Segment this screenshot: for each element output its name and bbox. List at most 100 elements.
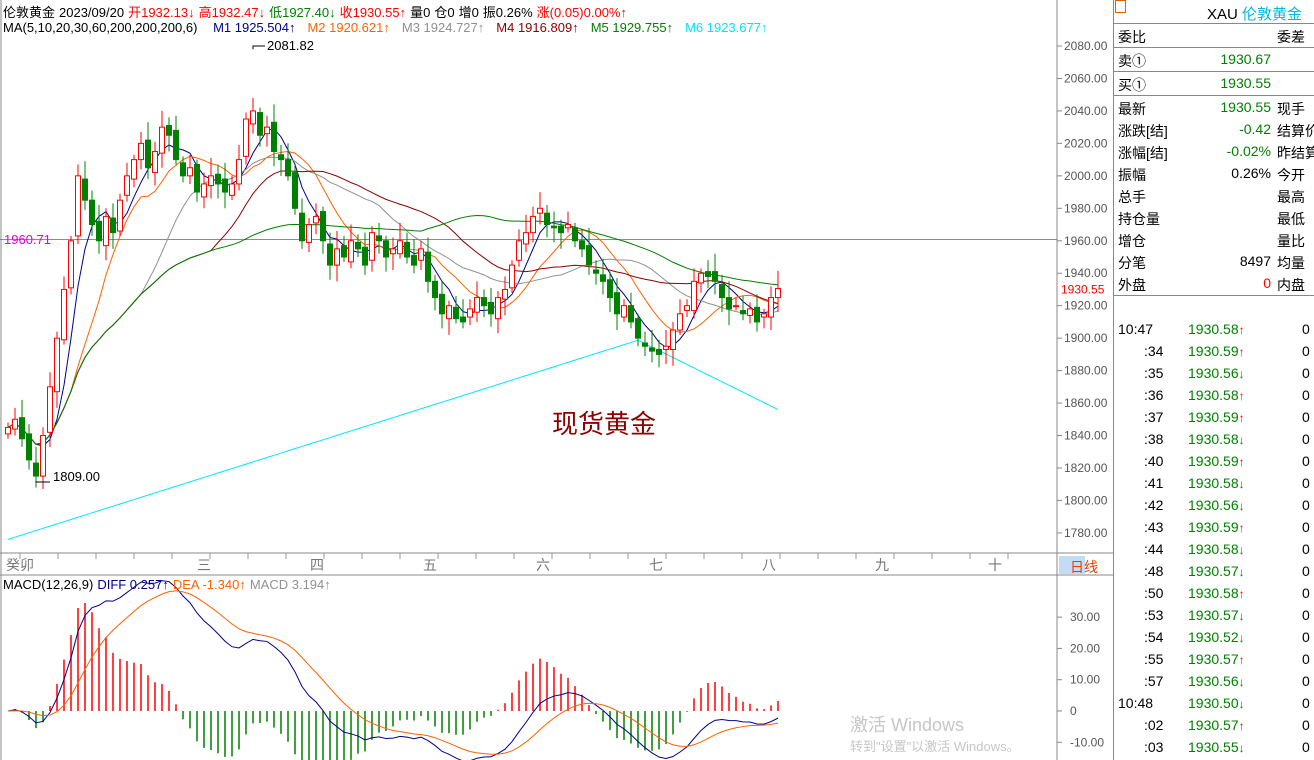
tick-price-cell: 1930.59↑ — [1188, 519, 1245, 535]
candle-body — [187, 167, 193, 177]
tick-price: 1930.59 — [1188, 409, 1239, 425]
candle-body — [264, 126, 270, 135]
candle-body — [131, 159, 137, 180]
quote-row-label: 振幅 — [1118, 167, 1146, 183]
candle-body — [761, 313, 767, 318]
candle-body — [383, 240, 389, 258]
candlestick-chart[interactable]: 2080.00 2060.00 2040.00 2020.00 2000.00 1980.… — [0, 0, 1113, 760]
price-tick-label: 2000.00 — [1064, 169, 1108, 183]
tick-row: :37 1930.59↑ 0 — [1114, 406, 1314, 428]
candle-body — [607, 279, 613, 299]
date-label: 九 — [875, 557, 889, 573]
candle-body — [425, 251, 431, 282]
candle-body — [278, 154, 284, 161]
tick-time: :42 — [1144, 497, 1164, 513]
tick-price: 1930.58 — [1188, 431, 1239, 447]
tick-price: 1930.59 — [1188, 343, 1239, 359]
candle-body — [26, 433, 32, 461]
tick-price: 1930.57 — [1188, 651, 1239, 667]
divider — [1114, 23, 1314, 24]
quote-row: 振幅 0.26% 今开 — [1114, 162, 1314, 184]
candle-body — [68, 240, 74, 289]
quote-row: 总手 最高 — [1114, 184, 1314, 206]
candle-body — [397, 240, 403, 255]
candle-body — [75, 175, 81, 237]
candle-body — [103, 215, 109, 247]
tick-row: :53 1930.57↓ 0 — [1114, 604, 1314, 626]
tick-time: 10:48 — [1118, 695, 1154, 711]
candle-body — [152, 150, 158, 174]
tick-row: 10:48 1930.50↓ 0 — [1114, 692, 1314, 714]
candle-body — [593, 269, 599, 274]
tick-row: :03 1930.55↓ 0 — [1114, 736, 1314, 758]
macd-dea: DEA -1.340↑ — [172, 577, 246, 592]
candle-body — [740, 310, 746, 315]
tick-time: :41 — [1144, 475, 1164, 491]
candle-body — [404, 241, 410, 258]
candle-body — [663, 345, 669, 351]
date-label: 八 — [762, 557, 776, 573]
tick-price-cell: 1930.59↑ — [1188, 453, 1245, 469]
ma-line — [7, 156, 779, 445]
candle-body — [495, 297, 501, 320]
tick-qty: 0 — [1302, 497, 1310, 513]
tick-arrow: ↑ — [1238, 653, 1245, 667]
tick-price-cell: 1930.56↓ — [1188, 497, 1245, 513]
quote-row-value: 0.26% — [1231, 165, 1271, 181]
quote-row-right-label: 今开 — [1277, 167, 1305, 183]
macd-tick-label: 20.00 — [1070, 641, 1100, 655]
buy-row[interactable]: 买① 1930.55 — [1114, 72, 1314, 94]
quote-row-right-label: 量比 — [1277, 233, 1305, 249]
symbol: XAU — [1206, 6, 1238, 23]
tick-price: 1930.58 — [1188, 387, 1239, 403]
period-button[interactable]: 日线 — [1070, 559, 1098, 575]
tick-qty: 0 — [1302, 409, 1310, 425]
quote-row-right-label: 最低 — [1277, 211, 1305, 227]
price-tick-label: 2040.00 — [1064, 104, 1108, 118]
hline-label: 1960.71 — [4, 232, 51, 247]
quote-row-value: 8497 — [1239, 253, 1271, 269]
tick-qty: 0 — [1302, 651, 1310, 667]
tick-arrow: ↓ — [1238, 367, 1245, 381]
macd-tick-label: 0 — [1070, 704, 1077, 718]
tick-arrow: ↑ — [1238, 323, 1245, 337]
tick-time: :02 — [1144, 717, 1164, 733]
candle-body — [82, 178, 88, 201]
candle-body — [166, 125, 172, 136]
tick-qty: 0 — [1302, 717, 1310, 733]
ma-value-1: M1 1925.504↑ — [213, 20, 296, 35]
candle-body — [390, 248, 396, 255]
dea-line — [7, 590, 779, 755]
change: 涨(0.05)0.00%↑ — [536, 5, 627, 20]
candle-body — [418, 248, 424, 261]
tick-arrow: ↑ — [1238, 587, 1245, 601]
tick-arrow: ↓ — [1238, 565, 1245, 579]
tick-time: :48 — [1144, 563, 1164, 579]
price-tick-label: 1800.00 — [1064, 493, 1108, 507]
tick-price: 1930.58 — [1188, 321, 1239, 337]
candle-body — [173, 129, 179, 161]
tick-price: 1930.56 — [1188, 497, 1239, 513]
tick-price-cell: 1930.58↓ — [1188, 431, 1245, 447]
panel-toggle-button[interactable] — [1115, 0, 1126, 13]
weicha-label: 委差 — [1277, 29, 1305, 45]
tick-price: 1930.55 — [1188, 739, 1239, 755]
sell-row[interactable]: 卖① 1930.67 — [1114, 48, 1314, 70]
candle-body — [439, 293, 445, 315]
scroll-handle[interactable] — [1059, 556, 1085, 574]
price-tick-label: 1840.00 — [1064, 429, 1108, 443]
quote-row: 外盘 0 内盘 — [1114, 272, 1314, 294]
tick-price-cell: 1930.58↓ — [1188, 475, 1245, 491]
tick-time: :38 — [1144, 431, 1164, 447]
tick-row: :48 1930.57↓ 0 — [1114, 560, 1314, 582]
tick-qty: 0 — [1302, 431, 1310, 447]
tick-time: :44 — [1144, 541, 1164, 557]
tick-row: :34 1930.59↑ 0 — [1114, 340, 1314, 362]
candle-body — [474, 297, 480, 313]
tick-time: :50 — [1144, 585, 1164, 601]
tick-time: 10:47 — [1118, 321, 1154, 337]
tick-qty: 0 — [1302, 607, 1310, 623]
candle-body — [558, 225, 564, 234]
quote-row-value: 1930.55 — [1220, 99, 1271, 115]
